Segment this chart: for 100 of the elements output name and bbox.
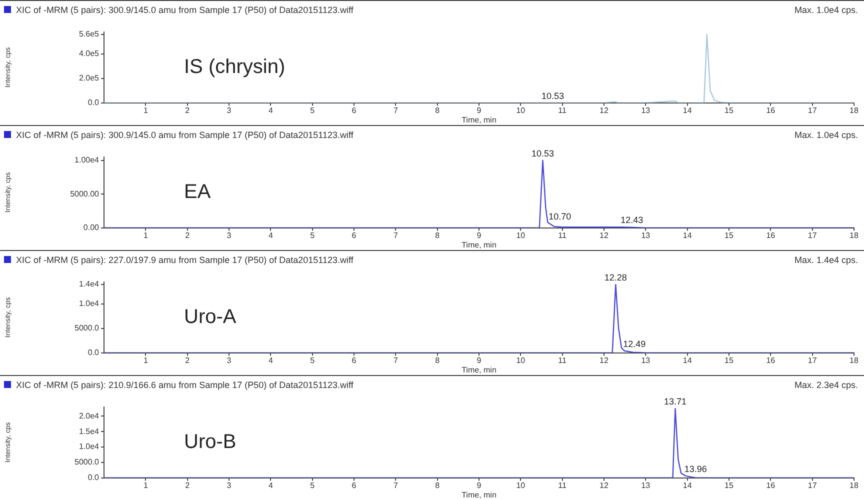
- y-tick-label: 4.0e5: [78, 49, 100, 58]
- y-tick-label: 1.0e4: [78, 442, 100, 452]
- x-tick-label: 8: [435, 230, 440, 240]
- x-tick-label: 13: [641, 106, 651, 115]
- x-axis-title: Time, min: [462, 490, 496, 500]
- x-tick-label: 17: [808, 356, 818, 365]
- y-tick-label: 1.00e4: [74, 156, 100, 165]
- y-tick-label: 2.0e5: [78, 74, 100, 83]
- x-tick-label: 15: [724, 106, 734, 115]
- y-tick-label: 1.0e4: [78, 299, 100, 308]
- y-tick-label: 0.0: [88, 348, 100, 358]
- y-tick-label: 1.4e4: [78, 280, 100, 289]
- annotation: 10.70: [548, 212, 572, 222]
- x-tick-label: 7: [393, 356, 398, 365]
- x-tick-label: 11: [558, 106, 568, 115]
- y-tick-label: 0.00: [83, 223, 100, 232]
- annotation: 13.71: [664, 396, 687, 407]
- x-tick-label: 14: [682, 230, 692, 240]
- x-tick-label: 4: [268, 356, 274, 365]
- x-tick-label: 4: [268, 106, 274, 115]
- x-tick-label: 5: [310, 106, 316, 115]
- x-tick-label: 10: [516, 480, 526, 490]
- chart-title: XIC of -MRM (5 pairs): 300.9/145.0 amu from Sample 17 (P50) of Data20151123.wiff: [16, 4, 354, 14]
- x-tick-label: 5: [310, 356, 316, 365]
- annotation: Uro-B: [184, 430, 236, 453]
- annotation: 12.43: [620, 215, 644, 226]
- x-tick-label: 10: [516, 356, 526, 365]
- y-tick-label: 1.5e4: [78, 426, 100, 436]
- x-tick-label: 14: [682, 356, 692, 365]
- x-tick-label: 2: [185, 480, 190, 490]
- x-tick-label: 7: [393, 106, 398, 115]
- y-tick-label: 5.6e5: [78, 30, 100, 39]
- x-tick-label: 1: [143, 356, 148, 365]
- x-tick-label: 3: [226, 356, 232, 365]
- x-tick-label: 11: [558, 356, 568, 365]
- x-tick-label: 11: [558, 480, 568, 490]
- x-tick-label: 8: [435, 106, 440, 115]
- x-tick-label: 5: [310, 480, 316, 490]
- annotation: 12.28: [604, 272, 627, 282]
- x-tick-label: 16: [766, 356, 776, 365]
- x-tick-label: 15: [724, 480, 734, 490]
- x-tick-label: 14: [682, 106, 692, 115]
- x-tick-label: 1: [143, 106, 148, 115]
- x-tick-label: 2: [185, 106, 190, 115]
- y-tick-label: 0.0: [88, 473, 100, 482]
- x-tick-label: 1: [143, 230, 148, 240]
- x-tick-label: 8: [435, 356, 440, 365]
- x-tick-label: 5: [310, 230, 316, 240]
- x-tick-label: 9: [476, 106, 482, 115]
- x-axis-title: Time, min: [462, 115, 496, 124]
- x-tick-label: 18: [850, 106, 859, 115]
- x-tick-label: 17: [808, 106, 818, 115]
- x-tick-label: 6: [352, 480, 357, 490]
- y-tick-label: 5000.00: [70, 189, 100, 198]
- x-tick-label: 12: [600, 480, 609, 490]
- chart-title: XIC of -MRM (5 pairs): 300.9/145.0 amu from Sample 17 (P50) of Data20151123.wiff: [16, 130, 354, 140]
- text: Max. 1.4e4 cps.: [794, 254, 858, 264]
- annotation: 12.49: [623, 338, 646, 349]
- x-tick-label: 13: [641, 480, 651, 490]
- x-tick-label: 13: [641, 356, 651, 365]
- x-tick-label: 8: [435, 480, 440, 490]
- x-tick-label: 18: [850, 480, 859, 490]
- x-tick-label: 12: [600, 356, 609, 365]
- x-tick-label: 1: [143, 480, 148, 490]
- x-tick-label: 7: [393, 480, 398, 490]
- x-tick-label: 11: [558, 230, 568, 240]
- y-tick-label: 5000.0: [74, 458, 100, 467]
- x-tick-label: 16: [766, 106, 776, 115]
- annotation: Uro-A: [184, 306, 237, 328]
- text: Max. 1.0e4 cps.: [794, 4, 858, 14]
- x-axis-title: Time, min: [462, 240, 496, 250]
- x-tick-label: 2: [185, 356, 190, 365]
- annotation: 13.96: [684, 464, 707, 474]
- x-tick-label: 6: [352, 356, 357, 365]
- x-tick-label: 16: [766, 480, 776, 490]
- x-tick-label: 14: [682, 480, 692, 490]
- x-tick-label: 10: [516, 230, 526, 240]
- x-tick-label: 3: [226, 230, 232, 240]
- x-tick-label: 9: [476, 230, 482, 240]
- x-tick-label: 15: [724, 356, 734, 365]
- annotation: IS (chrysin): [184, 56, 286, 78]
- text: Max. 2.3e4 cps.: [794, 380, 858, 390]
- x-tick-label: 4: [268, 230, 274, 240]
- x-tick-label: 6: [352, 230, 357, 240]
- chart-title: XIC of -MRM (5 pairs): 227.0/197.9 amu from Sample 17 (P50) of Data20151123.wiff: [16, 254, 354, 264]
- text: Max. 1.0e4 cps.: [794, 130, 858, 140]
- x-tick-label: 3: [226, 106, 232, 115]
- x-tick-label: 13: [641, 230, 651, 240]
- annotation: 10.53: [531, 148, 554, 158]
- annotation: 10.53: [541, 90, 564, 101]
- annotation: EA: [184, 180, 212, 203]
- chart-title: XIC of -MRM (5 pairs): 210.9/166.6 amu from Sample 17 (P50) of Data20151123.wiff: [16, 380, 354, 390]
- x-tick-label: 7: [393, 230, 398, 240]
- y-tick-label: 2.0e4: [78, 411, 100, 420]
- x-tick-label: 3: [226, 480, 232, 490]
- x-axis-title: Time, min: [462, 365, 496, 374]
- x-tick-label: 2: [185, 230, 190, 240]
- x-tick-label: 18: [850, 356, 859, 365]
- y-tick-label: 5000.0: [74, 324, 100, 333]
- x-tick-label: 10: [516, 106, 526, 115]
